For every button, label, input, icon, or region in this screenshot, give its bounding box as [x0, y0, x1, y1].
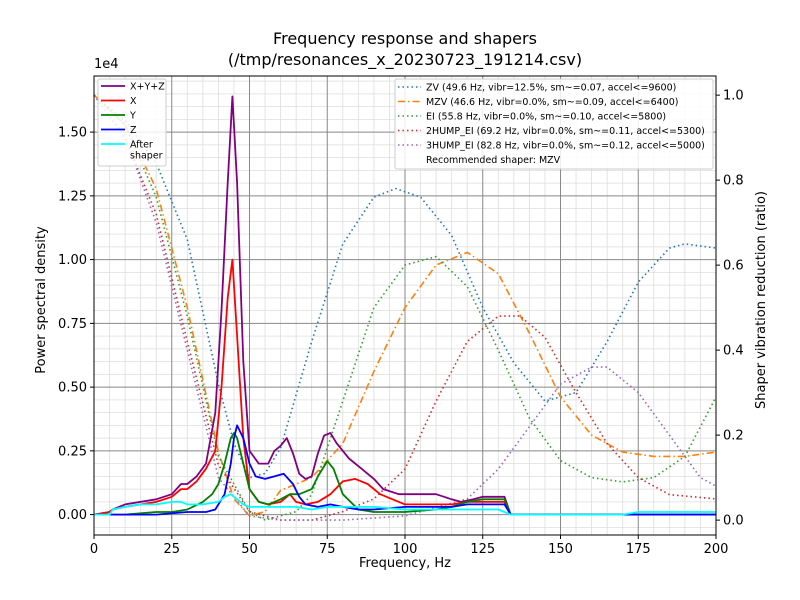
- legend-shaper-label: ZV (49.6 Hz, vibr=12.5%, sm~=0.07, accel…: [426, 83, 676, 94]
- x-tick-label: 0: [90, 542, 98, 557]
- x-tick-label: 125: [470, 542, 495, 557]
- y-tick-label: 1.00: [58, 253, 87, 268]
- x-tick-label: 175: [626, 542, 651, 557]
- y-tick-label: 0.00: [58, 508, 87, 523]
- y2-tick-label: 0.2: [723, 429, 744, 444]
- chart-title: Frequency response and shapers (/tmp/res…: [228, 29, 582, 70]
- legend-psd-label: After: [130, 140, 153, 151]
- x-tick-label: 150: [548, 542, 573, 557]
- x-tick-label: 200: [704, 542, 729, 557]
- legend-shaper-label: 3HUMP_EI (82.8 Hz, vibr=0.0%, sm~=0.12, …: [426, 141, 705, 152]
- y2-tick-label: 0.6: [723, 259, 744, 274]
- chart-title-line2: (/tmp/resonances_x_20230723_191214.csv): [228, 50, 582, 70]
- y-tick-label: 1.50: [58, 126, 87, 141]
- shaper-curve-1: [93, 94, 717, 517]
- y2-tick-label: 0.0: [723, 514, 744, 529]
- y-axis-label: Power spectral density: [34, 226, 49, 374]
- y-tick-label: 0.75: [58, 317, 87, 332]
- psd-curve-4: [94, 493, 716, 516]
- x-tick-label: 50: [241, 542, 258, 557]
- legend-shaper-label: MZV (46.6 Hz, vibr=0.0%, sm~=0.09, accel…: [426, 97, 678, 108]
- psd-curves: [93, 95, 716, 516]
- psd-curve-3: [94, 424, 716, 516]
- legend-psd-label: shaper: [130, 151, 163, 162]
- y2-axis-label: Shaper vibration reduction (ratio): [754, 191, 769, 409]
- x-tick-label: 25: [163, 542, 180, 557]
- legend-psd-label: X+Y+Z: [130, 82, 165, 93]
- recommended-shaper-text: Recommended shaper: MZV: [426, 155, 561, 166]
- legend-shaper-label: 2HUMP_EI (69.2 Hz, vibr=0.0%, sm~=0.11, …: [426, 126, 705, 137]
- psd-curve-0: [93, 95, 716, 516]
- y2-axis-ticks: 0.0 0.2 0.4 0.6 0.8 1.0: [716, 89, 744, 529]
- shaper-curve-2: [93, 94, 717, 521]
- legend-psd-label: Y: [129, 111, 136, 122]
- y2-tick-label: 0.8: [723, 174, 744, 189]
- y-axis-ticks: 0.00 0.25 0.50 0.75 1.00 1.25 1.50: [58, 126, 94, 523]
- chart-title-line1: Frequency response and shapers: [273, 29, 537, 48]
- legend-shaper-label: EI (55.8 Hz, vibr=0.0%, sm~=0.10, accel<…: [426, 112, 666, 123]
- y-tick-label: 1.25: [58, 189, 87, 204]
- y-tick-label: 0.50: [58, 381, 87, 396]
- legend-shapers-box: [394, 78, 714, 170]
- shaper-curve-4: [93, 94, 717, 521]
- x-axis-ticks: 0 25 50 75 100 125 150 175 200: [90, 535, 729, 557]
- legend-psd-label: X: [130, 96, 137, 107]
- psd-curve-1: [93, 258, 716, 516]
- y-tick-label: 0.25: [58, 444, 87, 459]
- shaper-curve-3: [93, 94, 717, 521]
- shaper-curves: [93, 94, 717, 521]
- y2-tick-label: 0.4: [723, 344, 744, 359]
- x-axis-label: Frequency, Hz: [359, 556, 451, 571]
- x-tick-label: 75: [319, 542, 336, 557]
- y-offset-text: 1e4: [94, 57, 119, 72]
- y2-tick-label: 1.0: [723, 89, 744, 104]
- x-tick-label: 100: [393, 542, 418, 557]
- legend-psd-label: Z: [130, 125, 137, 136]
- legend-shapers: ZV (49.6 Hz, vibr=12.5%, sm~=0.07, accel…: [394, 78, 714, 170]
